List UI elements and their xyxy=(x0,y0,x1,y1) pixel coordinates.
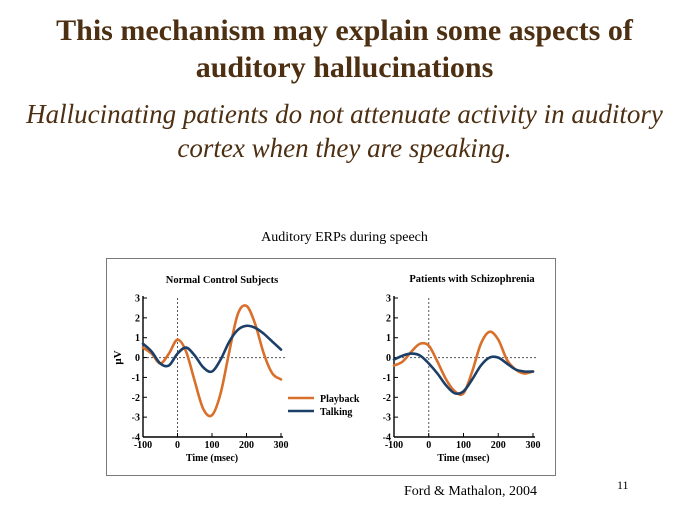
panel1-title: Normal Control Subjects xyxy=(166,275,278,286)
panel1-y-tick-label: -2 xyxy=(132,393,140,404)
panel1-x-tick-label: 300 xyxy=(274,440,289,451)
panel2-series-playback xyxy=(392,330,535,397)
legend-label-talking: Talking xyxy=(320,407,352,418)
panel2-x-tick-label: 300 xyxy=(526,440,541,451)
panel1-x-axis-label: Time (msec) xyxy=(186,453,238,464)
citation: Ford & Mathalon, 2004 xyxy=(404,484,537,499)
panel1-x-tick-label: 200 xyxy=(239,440,254,451)
panel2-x-tick-label: 100 xyxy=(456,440,471,451)
panel2-y-tick-label: -1 xyxy=(383,373,391,384)
panel2-x-axis-label: Time (msec) xyxy=(437,453,489,464)
panel1-series-talking xyxy=(141,324,283,374)
figure-caption: Auditory ERPs during speech xyxy=(261,230,428,245)
panel1-y-tick-label: -4 xyxy=(132,433,140,444)
panel1-y-tick-label: 2 xyxy=(135,313,140,324)
panel1-x-tick-label: -100 xyxy=(134,440,152,451)
panel2-x-tick-label: 0 xyxy=(426,440,431,451)
panel1-x-tick-label: 100 xyxy=(205,440,220,451)
panel1-y-tick-label: -1 xyxy=(132,373,140,384)
slide-subtitle: Hallucinating patients do not attenuate … xyxy=(26,99,663,163)
panel2-y-tick-label: 3 xyxy=(386,294,391,305)
figure-frame xyxy=(106,258,556,476)
panel1-y-tick-label: 3 xyxy=(135,294,140,305)
legend-label-playback: Playback xyxy=(320,394,360,405)
slide-title: This mechanism may explain some aspects … xyxy=(56,14,633,84)
panel2-y-tick-label: -2 xyxy=(383,393,391,404)
panel2-y-tick-label: 1 xyxy=(386,333,391,344)
panel2-series-talking xyxy=(392,352,535,396)
page-number: 11 xyxy=(617,478,629,492)
panel1-y-tick-label: 0 xyxy=(135,353,140,364)
panel2-y-tick-label: -3 xyxy=(383,413,391,424)
panel1-y-tick-label: 1 xyxy=(135,333,140,344)
panel1-y-axis-label: μV xyxy=(112,350,124,364)
panel2-x-tick-label: -100 xyxy=(385,440,403,451)
panel2-y-tick-label: -4 xyxy=(383,433,391,444)
panel1-x-tick-label: 0 xyxy=(175,440,180,451)
panel2-title: Patients with Schizophrenia xyxy=(409,274,535,285)
panel1-series-playback xyxy=(141,304,283,418)
panel2-y-tick-label: 2 xyxy=(386,313,391,324)
panel2-y-tick-label: 0 xyxy=(386,353,391,364)
panel2-x-tick-label: 200 xyxy=(491,440,506,451)
panel1-y-tick-label: -3 xyxy=(132,413,140,424)
